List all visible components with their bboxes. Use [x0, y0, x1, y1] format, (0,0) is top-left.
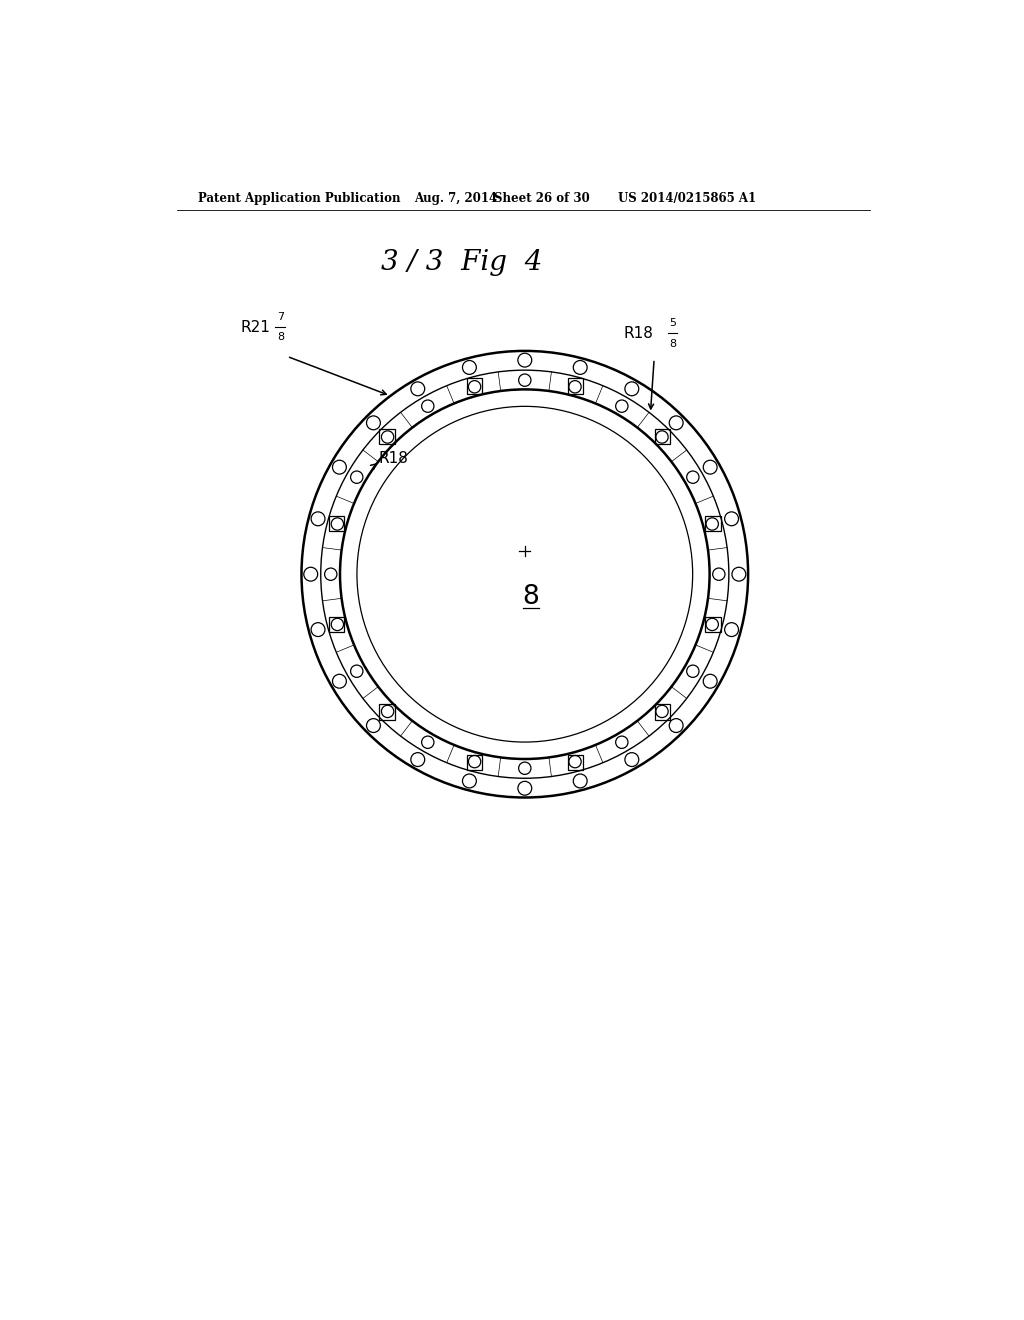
- Text: 8: 8: [522, 585, 540, 610]
- Bar: [567, 379, 583, 393]
- Bar: [329, 516, 344, 532]
- Text: 8: 8: [670, 339, 677, 348]
- Bar: [379, 705, 394, 719]
- Bar: [706, 516, 721, 532]
- Text: R21: R21: [241, 321, 270, 335]
- Bar: [329, 616, 344, 632]
- Bar: [706, 616, 721, 632]
- Text: Patent Application Publication: Patent Application Publication: [199, 191, 400, 205]
- Text: Sheet 26 of 30: Sheet 26 of 30: [494, 191, 590, 205]
- Text: R18: R18: [379, 451, 409, 466]
- Text: 7: 7: [276, 312, 284, 322]
- Bar: [655, 705, 671, 719]
- Bar: [655, 429, 671, 444]
- Text: 8: 8: [276, 333, 284, 342]
- Bar: [467, 379, 482, 393]
- Text: 5: 5: [670, 318, 677, 327]
- Text: R18: R18: [624, 326, 653, 342]
- Bar: [567, 755, 583, 770]
- Text: Aug. 7, 2014: Aug. 7, 2014: [414, 191, 497, 205]
- Bar: [467, 755, 482, 770]
- Text: US 2014/0215865 A1: US 2014/0215865 A1: [617, 191, 756, 205]
- Bar: [379, 429, 394, 444]
- Text: 3 / 3  Fig  4: 3 / 3 Fig 4: [381, 249, 543, 276]
